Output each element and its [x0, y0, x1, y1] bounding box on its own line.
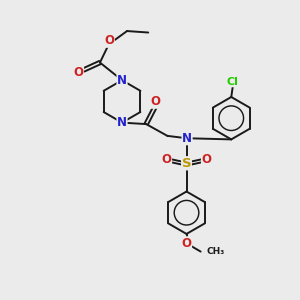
- Text: O: O: [182, 237, 191, 250]
- Text: O: O: [151, 95, 160, 108]
- Text: S: S: [182, 157, 191, 170]
- Text: O: O: [202, 153, 212, 166]
- Text: O: O: [104, 34, 114, 47]
- Text: N: N: [117, 74, 127, 87]
- Text: CH₃: CH₃: [206, 247, 225, 256]
- Text: N: N: [182, 132, 192, 145]
- Text: O: O: [74, 66, 83, 79]
- Text: N: N: [117, 116, 127, 129]
- Text: O: O: [161, 153, 172, 166]
- Text: Cl: Cl: [227, 77, 239, 87]
